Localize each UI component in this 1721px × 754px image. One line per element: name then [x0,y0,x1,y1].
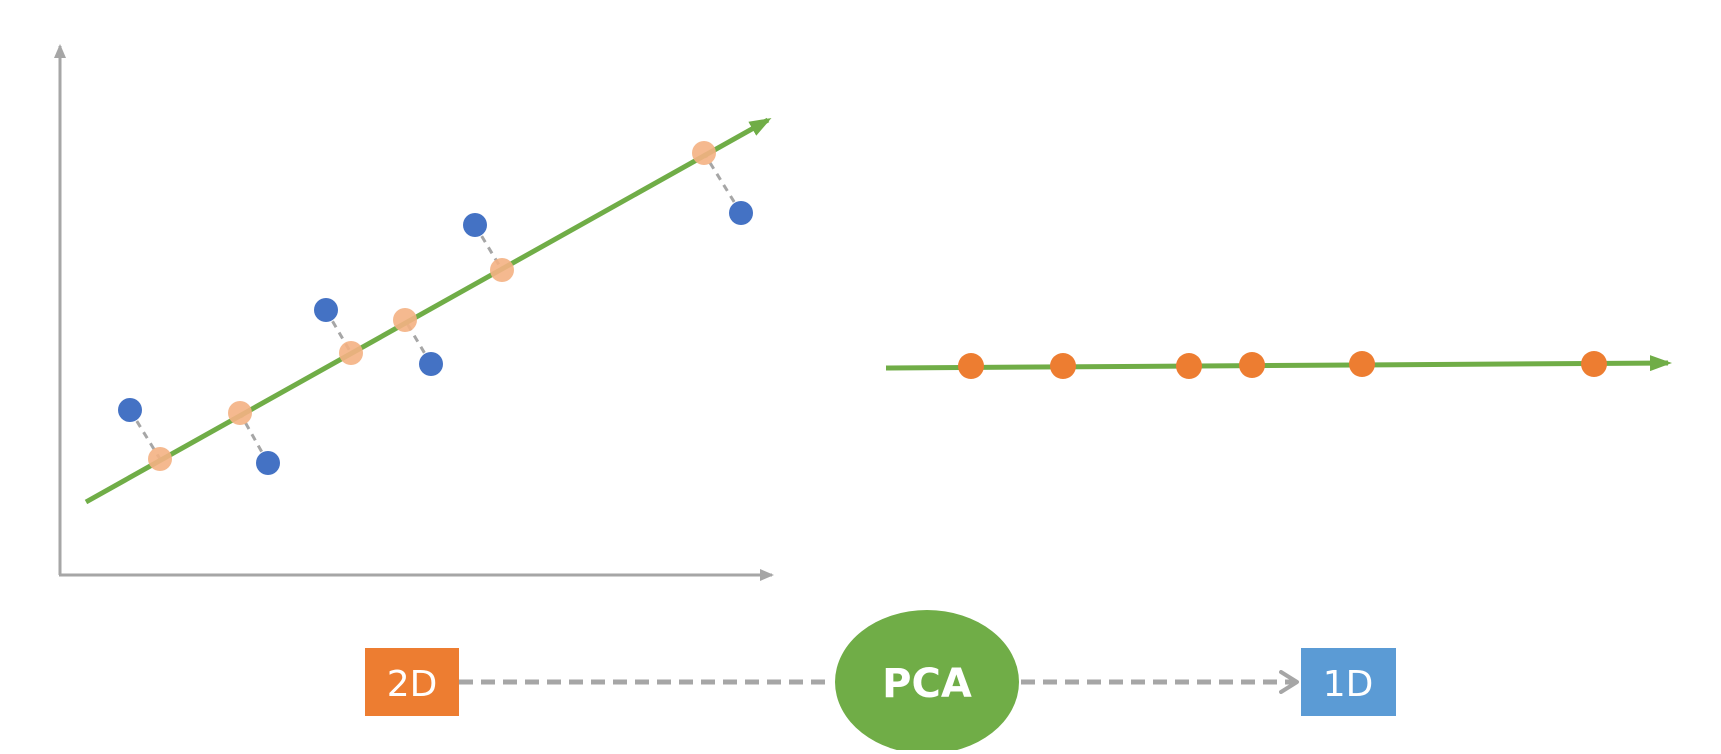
projected-point [339,341,363,365]
one-dimensional-point [958,353,984,379]
projection-link [128,409,162,460]
original-point [463,213,487,237]
one-dimensional-point [1349,351,1375,377]
box-1d [1301,648,1396,716]
projected-point [490,258,514,282]
one-dimensional-point [1239,352,1265,378]
projected-point [228,401,252,425]
original-point [419,352,443,376]
box-2d [365,648,459,716]
projection-link [238,412,270,464]
original-points [118,201,753,475]
flow: 2D PCA 1D [365,610,1396,754]
one-dimensional-axis-line [885,355,1672,372]
projected-point [148,447,172,471]
one-dimensional-point [1176,353,1202,379]
projected-points [148,141,716,471]
projected-point [692,141,716,165]
principal-component-line [84,117,772,505]
one-dimensional-points [958,351,1607,379]
label-pca: PCA [882,661,972,707]
original-point [729,201,753,225]
one-dimensional-point [1581,351,1607,377]
original-point [256,451,280,475]
original-point [314,298,338,322]
original-point [118,398,142,422]
one-dimensional-point [1050,353,1076,379]
projected-point [393,308,417,332]
label-2d: 2D [387,664,438,705]
label-1d: 1D [1323,664,1374,705]
pca-ellipse [835,610,1019,754]
scatter-axes [54,44,774,581]
